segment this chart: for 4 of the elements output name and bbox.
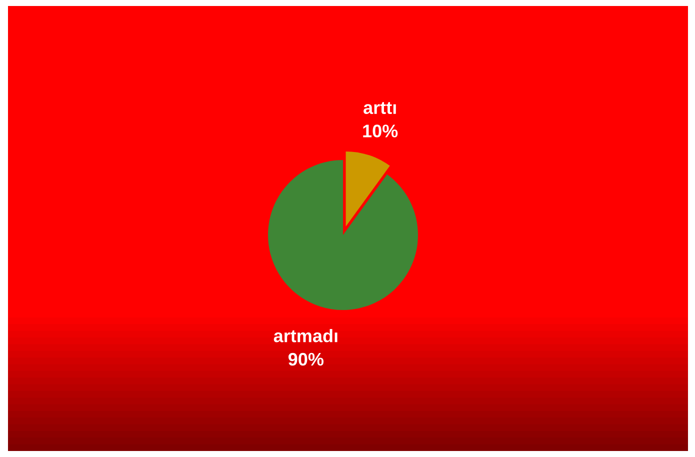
- data-label: 10%: [363, 124, 398, 138]
- data-label: 90%: [288, 352, 324, 366]
- slice-label: artmadı: [274, 329, 338, 342]
- slice-label: arttı: [364, 102, 396, 114]
